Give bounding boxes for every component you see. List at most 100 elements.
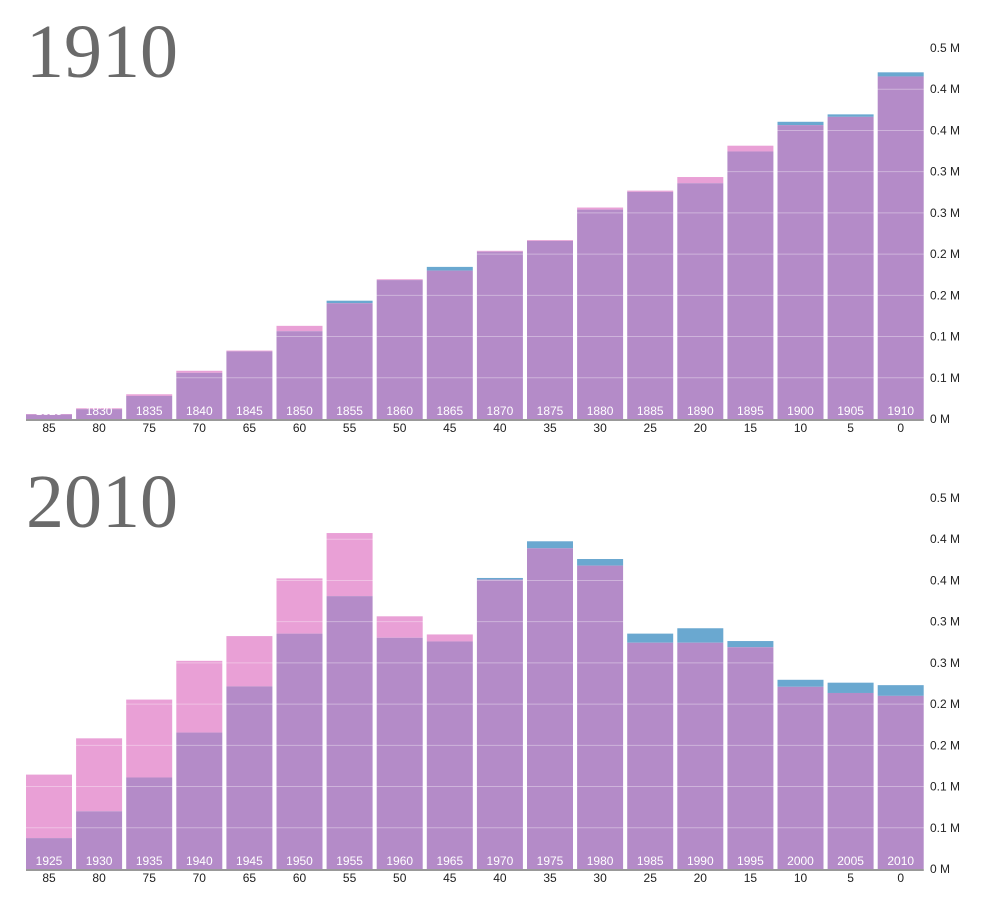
y-tick-label: 0.3 M — [930, 206, 960, 220]
bar-women-excess — [226, 636, 273, 687]
chart-panel-1910: 1910 1825 85 1830 80 1835 75 1840 70 1845 65 1850 6… — [26, 14, 960, 435]
y-tick-label: 0.4 M — [930, 573, 960, 587]
bar-year-label: 2000 — [787, 854, 814, 868]
bar-year-label: 1975 — [537, 854, 564, 868]
age-label: 45 — [443, 871, 457, 885]
bar-overlap — [827, 692, 874, 869]
bar-year-label: 1840 — [186, 404, 213, 418]
bar-year-label: 1850 — [286, 404, 313, 418]
bar-women-excess — [226, 350, 273, 352]
age-label: 85 — [42, 871, 56, 885]
bar-overlap — [26, 838, 72, 869]
bar-women-excess — [276, 325, 323, 332]
bar-year-label: 1835 — [136, 404, 163, 418]
age-label: 15 — [744, 421, 758, 435]
bar-overlap — [276, 331, 323, 419]
bar-group: 1835 75 — [126, 394, 173, 435]
bar-year-label: 2005 — [837, 854, 864, 868]
bar-year-label: 1890 — [687, 404, 714, 418]
age-label: 5 — [847, 871, 854, 885]
y-tick-label: 0.5 M — [930, 41, 960, 55]
bar-year-label: 1970 — [487, 854, 514, 868]
y-tick-label: 0.2 M — [930, 288, 960, 302]
bar-year-label: 1925 — [36, 854, 63, 868]
bar-group: 1945 65 — [226, 636, 273, 885]
bar-overlap — [76, 409, 123, 419]
bar-year-label: 1990 — [687, 854, 714, 868]
bar-overlap — [126, 395, 173, 419]
bar-year-label: 1895 — [737, 404, 764, 418]
bar-overlap — [476, 251, 523, 419]
age-label: 65 — [243, 871, 257, 885]
age-label: 65 — [243, 421, 257, 435]
y-tick-label: 0 M — [930, 412, 950, 426]
bar-year-label: 1985 — [637, 854, 664, 868]
bar-year-label: 1980 — [587, 854, 614, 868]
y-tick-label: 0.1 M — [930, 821, 960, 835]
age-label: 60 — [293, 421, 307, 435]
bar-group: 1825 85 — [26, 404, 72, 435]
age-label: 5 — [847, 421, 854, 435]
bar-year-label: 1955 — [336, 854, 363, 868]
y-tick-label: 0.4 M — [930, 82, 960, 96]
y-tick-label: 0.1 M — [930, 371, 960, 385]
bar-overlap — [527, 240, 573, 419]
age-label: 60 — [293, 871, 307, 885]
bar-women-excess — [126, 699, 173, 778]
bar-men-excess — [827, 114, 874, 117]
age-label: 35 — [543, 871, 557, 885]
bar-group: 1865 45 — [426, 266, 473, 435]
y-tick-label: 0.4 M — [930, 532, 960, 546]
bar-group: 1830 80 — [76, 404, 123, 435]
bar-women-excess — [76, 408, 123, 410]
bar-women-excess — [376, 616, 423, 638]
bar-men-excess — [426, 266, 473, 271]
y-tick-label: 0.3 M — [930, 615, 960, 629]
bar-group: 1995 15 — [727, 641, 774, 885]
bar-men-excess — [877, 72, 924, 77]
bar-group: 1885 25 — [627, 190, 674, 435]
bar-men-excess — [727, 641, 774, 648]
bar-men-excess — [577, 559, 624, 566]
bar-women-excess — [577, 207, 624, 210]
age-label: 55 — [343, 871, 357, 885]
bar-women-excess — [476, 250, 523, 252]
bar-overlap — [376, 637, 423, 869]
bar-year-label: 1935 — [136, 854, 163, 868]
bar-group: 1900 10 — [777, 121, 824, 435]
bar-overlap — [326, 303, 373, 419]
bar-group: 1845 65 — [226, 350, 273, 435]
bar-year-label: 1950 — [286, 854, 313, 868]
bar-men-excess — [476, 577, 523, 580]
bar-women-excess — [527, 240, 573, 241]
age-label: 80 — [92, 421, 106, 435]
age-label: 75 — [143, 421, 157, 435]
y-tick-label: 0.4 M — [930, 123, 960, 137]
bar-group: 1905 5 — [827, 114, 874, 435]
bar-year-label: 2010 — [887, 854, 914, 868]
bar-overlap — [476, 579, 523, 869]
bar-year-label: 1900 — [787, 404, 814, 418]
bar-group: 1980 30 — [577, 559, 624, 885]
age-label: 40 — [493, 871, 507, 885]
bar-year-label: 1865 — [436, 404, 463, 418]
age-label: 70 — [193, 421, 207, 435]
bar-year-label: 1880 — [587, 404, 614, 418]
bar-overlap — [126, 777, 173, 869]
bar-overlap — [677, 183, 724, 419]
bar-overlap — [276, 633, 323, 869]
bar-women-excess — [176, 660, 223, 733]
bar-group: 1990 20 — [677, 628, 724, 885]
population-chart-2010: 1925 85 1930 80 1935 75 1940 70 1945 65 1950 60 1955… — [26, 491, 960, 885]
age-label: 30 — [593, 421, 607, 435]
y-tick-label: 0.1 M — [930, 330, 960, 344]
bar-group: 2000 10 — [777, 679, 824, 885]
age-label: 30 — [593, 871, 607, 885]
bar-year-label: 1845 — [236, 404, 263, 418]
bar-group: 1930 80 — [76, 738, 123, 885]
age-label: 25 — [644, 421, 658, 435]
bar-overlap — [176, 372, 223, 419]
bar-group: 1855 55 — [326, 300, 373, 435]
bar-year-label: 1945 — [236, 854, 263, 868]
bar-overlap — [877, 76, 924, 420]
